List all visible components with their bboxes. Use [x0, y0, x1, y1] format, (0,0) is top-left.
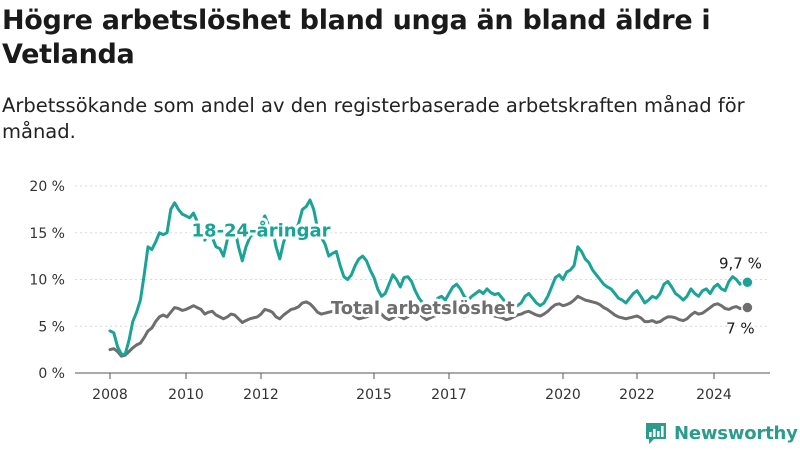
- y-axis-ticks: 0 % 5 % 10 % 15 % 20 %: [29, 179, 65, 382]
- x-axis: 2008 2010 2012 2015 2017 2020 2022 2024: [75, 372, 770, 403]
- series-label: 18-24-åringar: [192, 219, 331, 241]
- x-tick-label: 2015: [356, 387, 392, 403]
- x-tick-label: 2008: [92, 387, 128, 403]
- x-tick-label: 2022: [619, 387, 655, 403]
- page-title: Högre arbetslöshet bland unga än bland ä…: [2, 5, 711, 70]
- newsworthy-logo-icon: [646, 423, 666, 444]
- series-end-marker: [741, 276, 754, 289]
- y-tick-label: 0 %: [38, 366, 65, 382]
- y-tick-label: 15 %: [29, 226, 65, 242]
- x-tick-label: 2024: [696, 387, 732, 403]
- brand-logo: Newsworthy: [644, 419, 798, 447]
- y-tick-label: 20 %: [29, 179, 65, 195]
- series-end-label: 9,7 %: [719, 254, 762, 272]
- y-tick-label: 5 %: [38, 319, 65, 335]
- series-label-halo: Total arbetslöshet: [331, 298, 515, 319]
- series-line: [108, 294, 749, 358]
- chart-grid: [75, 185, 770, 327]
- series-end-label: 7 %: [726, 320, 755, 338]
- x-tick-label: 2010: [168, 387, 204, 403]
- y-tick-label: 10 %: [29, 273, 65, 289]
- x-tick-label: 2017: [431, 387, 467, 403]
- x-tick-label: 2012: [243, 387, 279, 403]
- series-label-halo: 18-24-åringar: [192, 219, 331, 241]
- page-subtitle: Arbetssökande som andel av den registerb…: [2, 94, 745, 143]
- x-tick-label: 2020: [545, 387, 581, 403]
- series-line: [108, 198, 749, 356]
- series-end-marker: [741, 301, 754, 314]
- chart-series: [108, 198, 749, 358]
- series-end-markers: 9,7 % 7 %: [719, 254, 762, 337]
- brand-name: Newsworthy: [674, 422, 798, 444]
- series-label: Total arbetslöshet: [331, 298, 515, 319]
